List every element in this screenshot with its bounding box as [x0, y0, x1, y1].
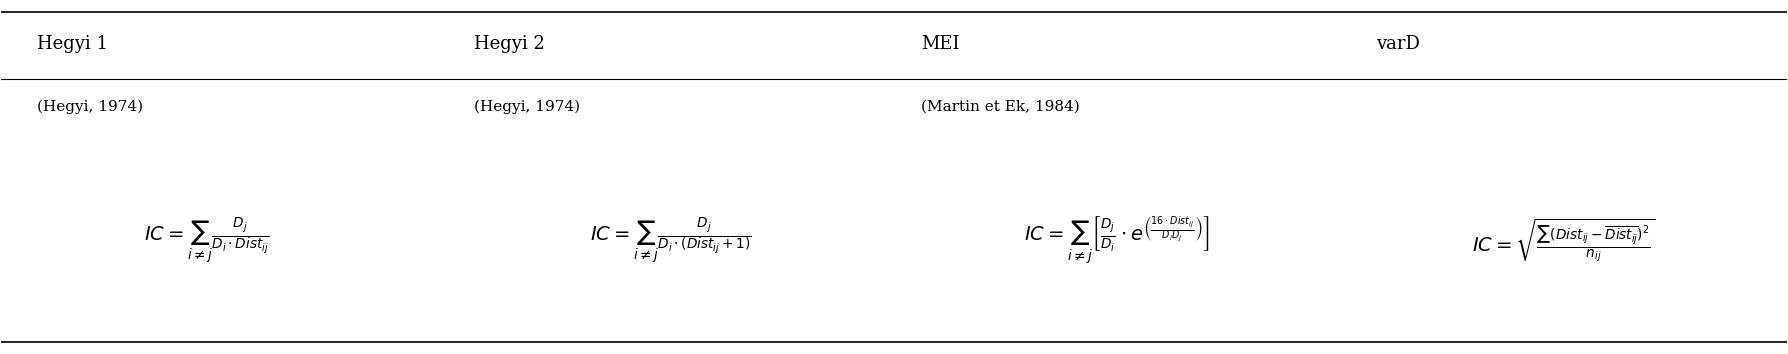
- Text: $IC = \sum_{i \neq j} \frac{D_j}{D_i \cdot (Dist_{ij} + 1)}$: $IC = \sum_{i \neq j} \frac{D_j}{D_i \cd…: [590, 216, 751, 265]
- Text: Hegyi 1: Hegyi 1: [38, 35, 107, 52]
- Text: MEI: MEI: [921, 35, 960, 52]
- Text: Hegyi 2: Hegyi 2: [474, 35, 545, 52]
- Text: $IC = \sum_{i \neq j} \left[\frac{D_j}{D_i} \cdot e^{\left(\frac{16 \cdot Dist_{: $IC = \sum_{i \neq j} \left[\frac{D_j}{D…: [1025, 215, 1210, 266]
- Text: (Martin et Ek, 1984): (Martin et Ek, 1984): [921, 100, 1080, 114]
- Text: $IC = \sum_{i \neq j} \frac{D_j}{D_i \cdot Dist_{ij}}$: $IC = \sum_{i \neq j} \frac{D_j}{D_i \cd…: [145, 216, 270, 265]
- Text: (Hegyi, 1974): (Hegyi, 1974): [474, 99, 581, 114]
- Text: (Hegyi, 1974): (Hegyi, 1974): [38, 99, 143, 114]
- Text: varD: varD: [1377, 35, 1420, 52]
- Text: $IC = \sqrt{\frac{\sum(Dist_{ij} - \overline{Dist_{ij}})^2}{n_{ij}}}$: $IC = \sqrt{\frac{\sum(Dist_{ij} - \over…: [1472, 216, 1656, 264]
